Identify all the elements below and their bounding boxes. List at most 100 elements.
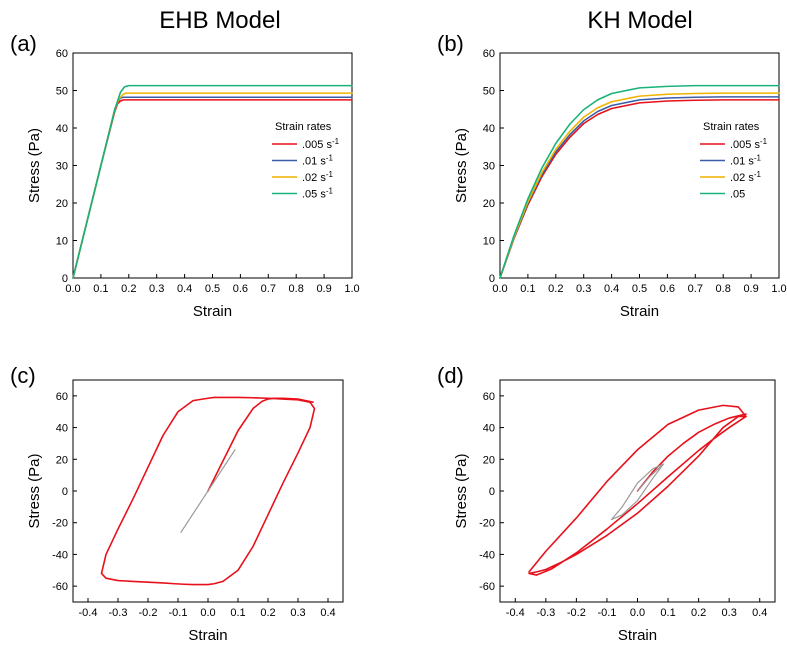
x-tick-label: 0.2 bbox=[121, 283, 136, 295]
y-axis-label: Stress (Pa) bbox=[26, 128, 43, 203]
x-tick-label: 0.3 bbox=[722, 607, 737, 619]
legend-title: Strain rates bbox=[275, 121, 332, 133]
x-axis-label: Strain bbox=[620, 303, 659, 320]
legend-label-text: .05 s bbox=[302, 189, 326, 201]
x-tick-label: -0.1 bbox=[597, 607, 616, 619]
y-tick-label: 50 bbox=[56, 86, 68, 98]
y-tick-label: 10 bbox=[56, 236, 68, 248]
y-tick-label: -40 bbox=[479, 549, 495, 561]
x-tick-label: 0.9 bbox=[743, 283, 758, 295]
x-tick-label: -0.4 bbox=[79, 607, 98, 619]
x-tick-label: 0.3 bbox=[576, 283, 591, 295]
x-tick-label: 0.6 bbox=[233, 283, 248, 295]
legend-label: .005 s-1 bbox=[302, 137, 340, 151]
x-tick-label: 0.9 bbox=[316, 283, 331, 295]
chart-title: KH Model bbox=[587, 7, 692, 34]
panel-a: EHB Model (a) 0.0 0.1 0.2 0.3 0.4 0.5 0.6 0.7 0.8 0… bbox=[10, 7, 360, 320]
y-tick-label: 20 bbox=[56, 198, 68, 210]
x-tick-label: 0.2 bbox=[548, 283, 563, 295]
x-tick-label: 0.2 bbox=[691, 607, 706, 619]
legend-title: Strain rates bbox=[703, 121, 760, 133]
y-tick-label: 0 bbox=[62, 273, 68, 285]
legend-label-superscript: -1 bbox=[754, 170, 762, 179]
legend-label-superscript: -1 bbox=[760, 137, 768, 146]
legend-label-text: .01 s bbox=[730, 156, 754, 168]
x-tick-label: 0.0 bbox=[200, 607, 215, 619]
legend-label-text: .02 s bbox=[730, 172, 754, 184]
x-tick-label: 0.1 bbox=[660, 607, 675, 619]
series-line-4 bbox=[636, 463, 665, 492]
y-tick-label: -20 bbox=[52, 518, 68, 530]
y-tick-label: 0 bbox=[62, 486, 68, 498]
series-line-3 bbox=[499, 84, 780, 279]
x-tick-label: 0.8 bbox=[289, 283, 304, 295]
x-tick-label: 0.4 bbox=[604, 283, 619, 295]
y-tick-label: 30 bbox=[56, 161, 68, 173]
y-axis-label: Stress (Pa) bbox=[26, 453, 43, 528]
legend-label-superscript: -1 bbox=[754, 154, 762, 163]
x-axis-label: Strain bbox=[188, 627, 227, 644]
y-tick-label: -20 bbox=[479, 518, 495, 530]
y-tick-label: 20 bbox=[483, 454, 495, 466]
legend-label: .01 s-1 bbox=[302, 154, 334, 168]
x-tick-label: -0.2 bbox=[139, 607, 158, 619]
x-tick-label: -0.3 bbox=[536, 607, 555, 619]
y-tick-label: 40 bbox=[483, 123, 495, 135]
y-axis-label: Stress (Pa) bbox=[453, 453, 470, 528]
x-tick-label: 0.7 bbox=[261, 283, 276, 295]
panel-letter: (b) bbox=[437, 31, 464, 56]
x-tick-label: 0.0 bbox=[65, 283, 80, 295]
x-tick-label: 0.3 bbox=[149, 283, 164, 295]
x-tick-label: 0.0 bbox=[492, 283, 507, 295]
legend-label: .02 s-1 bbox=[730, 170, 762, 184]
legend-label: .005 s-1 bbox=[730, 137, 768, 151]
x-tick-label: 0.3 bbox=[290, 607, 305, 619]
series-line-2 bbox=[180, 449, 236, 533]
y-tick-label: 40 bbox=[56, 123, 68, 135]
legend-label: .02 s-1 bbox=[302, 170, 334, 184]
panel-d: (d) -0.4 -0.3 -0.2 -0.1 0.0 0.1 0.2 0.3 0.4 -60 -40… bbox=[437, 363, 776, 644]
x-tick-label: 0.4 bbox=[320, 607, 335, 619]
legend-label: .01 s-1 bbox=[730, 154, 762, 168]
legend-label-text: .005 s bbox=[302, 139, 332, 151]
y-tick-label: 60 bbox=[56, 48, 68, 60]
legend-label-superscript: -1 bbox=[326, 170, 334, 179]
series-line-1 bbox=[528, 404, 747, 573]
x-tick-label: -0.3 bbox=[109, 607, 128, 619]
panel-c: (c) -0.4 -0.3 -0.2 -0.1 0.0 0.1 0.2 0.3 0.4 -60 -40… bbox=[10, 363, 344, 644]
series-line-0 bbox=[100, 396, 316, 586]
y-tick-label: 60 bbox=[483, 48, 495, 60]
x-tick-label: 0.1 bbox=[230, 607, 245, 619]
y-tick-label: 60 bbox=[56, 391, 68, 403]
legend-label-text: .01 s bbox=[302, 156, 326, 168]
legend-label: .05 s-1 bbox=[302, 187, 334, 201]
x-tick-label: 0.8 bbox=[716, 283, 731, 295]
chart-title: EHB Model bbox=[159, 7, 280, 34]
y-tick-label: 50 bbox=[483, 86, 495, 98]
x-tick-label: 0.5 bbox=[205, 283, 220, 295]
x-tick-label: 0.1 bbox=[93, 283, 108, 295]
y-tick-label: -40 bbox=[52, 549, 68, 561]
y-tick-label: 30 bbox=[483, 161, 495, 173]
x-tick-label: 0.7 bbox=[688, 283, 703, 295]
x-tick-label: 0.4 bbox=[177, 283, 192, 295]
x-tick-label: 0.0 bbox=[630, 607, 645, 619]
x-tick-label: 0.1 bbox=[520, 283, 535, 295]
x-tick-label: 1.0 bbox=[344, 283, 359, 295]
y-tick-label: 40 bbox=[483, 423, 495, 435]
panel-letter: (c) bbox=[10, 363, 36, 388]
x-tick-label: 1.0 bbox=[771, 283, 786, 295]
legend-label: .05 bbox=[730, 189, 745, 201]
y-tick-label: 0 bbox=[489, 486, 495, 498]
legend-label-text: .005 s bbox=[730, 139, 760, 151]
y-tick-label: -60 bbox=[479, 581, 495, 593]
legend-label-text: .05 bbox=[730, 189, 745, 201]
series-line-2 bbox=[499, 92, 780, 279]
series-line-2 bbox=[636, 413, 747, 492]
y-tick-label: 60 bbox=[483, 391, 495, 403]
x-tick-label: 0.4 bbox=[752, 607, 767, 619]
legend-label-superscript: -1 bbox=[326, 187, 334, 196]
series-line-3 bbox=[610, 463, 665, 521]
x-tick-label: 0.6 bbox=[660, 283, 675, 295]
